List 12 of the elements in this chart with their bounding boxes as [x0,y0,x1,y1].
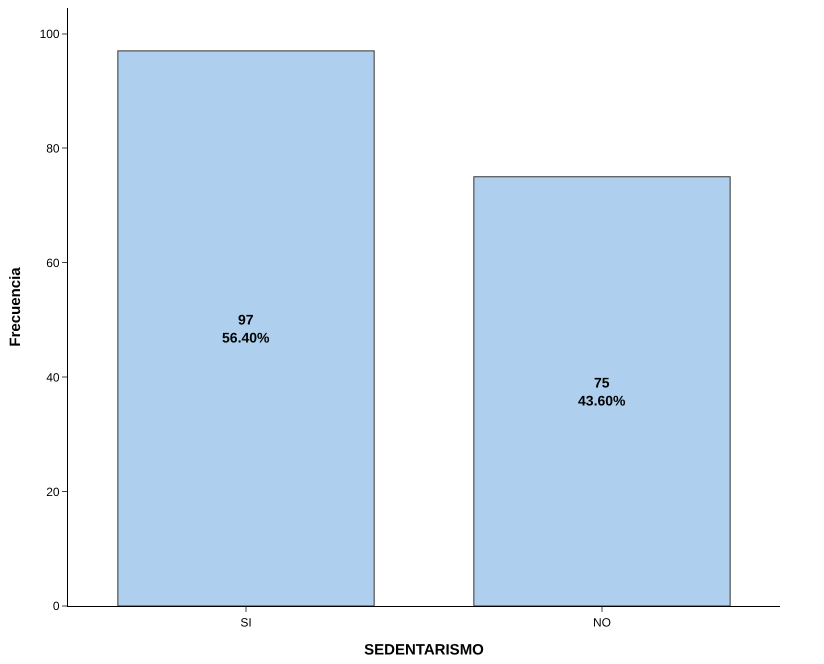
x-tick-label: SI [240,615,252,630]
data-label: 75 43.60% [578,374,626,409]
y-axis-title: Frecuencia [6,266,24,347]
data-label: 97 56.40% [222,311,270,346]
y-tick-label: 0 [52,599,60,614]
y-tick-label: 60 [46,256,60,270]
y-tick-label: 40 [46,370,60,384]
y-tick-label: 20 [46,484,60,499]
x-axis-title: SEDENTARISMO [364,641,484,658]
y-tick-label: 80 [46,141,60,156]
y-tick-label: 100 [40,26,60,41]
x-tick-label: NO [593,615,611,630]
